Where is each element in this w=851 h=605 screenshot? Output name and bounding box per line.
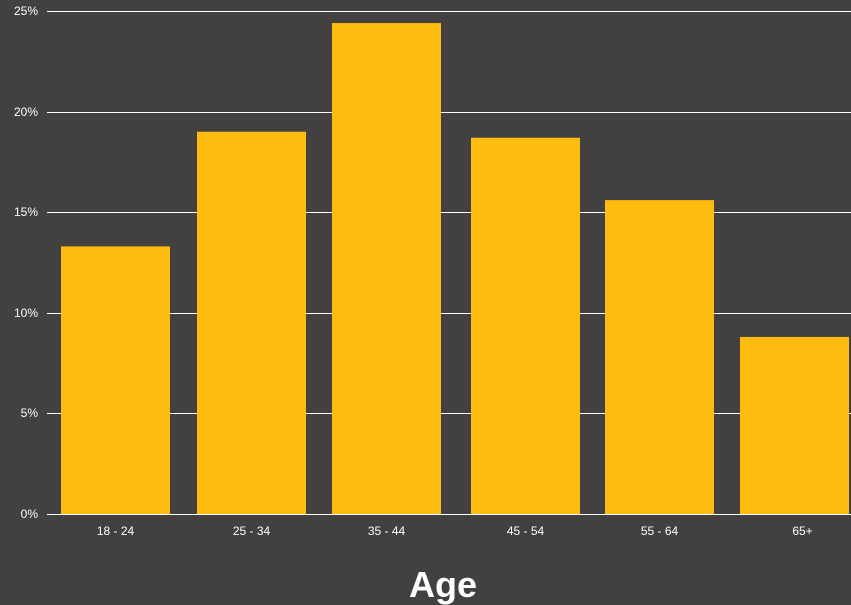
y-tick-label: 0% [21,507,39,521]
bar [605,200,714,515]
bar [332,23,441,515]
gridlines [47,11,851,515]
x-tick-label: 55 - 64 [641,524,679,538]
x-axis-title: Age [409,564,477,605]
y-tick-label: 20% [14,105,38,119]
y-axis-ticks: 0% 5% 10% 15% 20% 25% [14,4,38,521]
bars [61,23,849,515]
y-tick-label: 5% [21,406,39,420]
x-tick-label: 25 - 34 [233,524,271,538]
y-tick-label: 15% [14,205,38,219]
y-tick-label: 25% [14,4,38,18]
bar [471,137,580,515]
x-axis-ticks: 18 - 24 25 - 34 35 - 44 45 - 54 55 - 64 65+ [97,524,813,538]
x-tick-label: 45 - 54 [507,524,545,538]
x-tick-label: 18 - 24 [97,524,135,538]
bar [740,336,849,514]
bar [197,131,306,514]
x-tick-label: 65+ [792,524,812,538]
x-tick-label: 35 - 44 [368,524,406,538]
bar [61,246,170,515]
y-tick-label: 10% [14,306,38,320]
